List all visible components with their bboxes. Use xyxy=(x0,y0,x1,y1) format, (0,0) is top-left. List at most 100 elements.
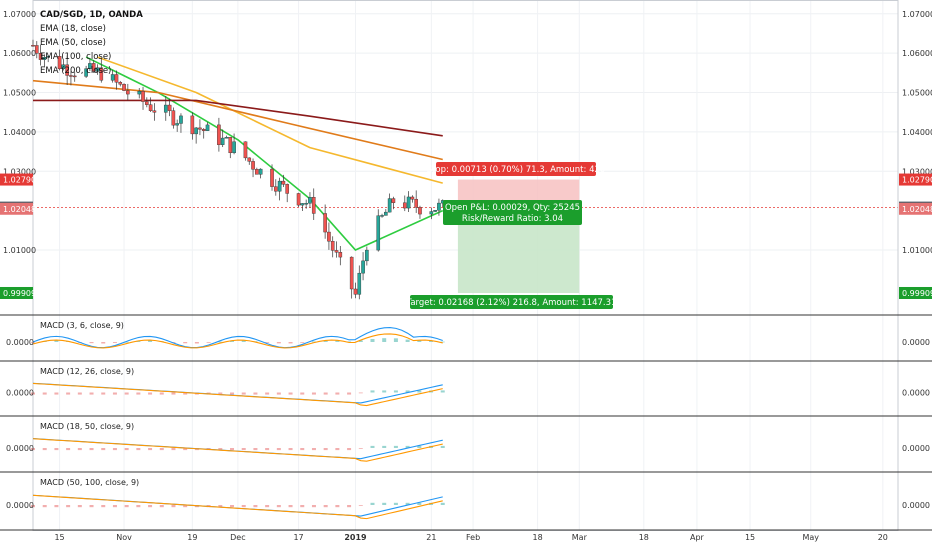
macd-3-hist-62 xyxy=(393,502,398,505)
candle-body-68 xyxy=(387,198,392,213)
candle-body-57 xyxy=(330,241,335,251)
macd-0-hist-28 xyxy=(194,342,199,344)
candle-body-31 xyxy=(194,127,198,135)
macd-2-hist-14 xyxy=(112,448,117,451)
candle-body-30 xyxy=(190,115,195,135)
candle-body-13 xyxy=(95,67,100,72)
price-tick-left-0: 1.07000 xyxy=(3,10,36,19)
macd-1-hist-6 xyxy=(66,392,71,395)
macd-0-hist-64 xyxy=(405,339,410,342)
macd-2-hist-2 xyxy=(42,448,47,451)
candle-body-18 xyxy=(122,83,126,91)
candle-body-41 xyxy=(247,157,252,162)
candle-body-47 xyxy=(277,180,282,192)
candle-body-4 xyxy=(46,56,50,58)
macd-2-hist-64 xyxy=(405,445,410,448)
macd-3-hist-46 xyxy=(300,505,305,508)
candle-body-3 xyxy=(42,56,47,60)
macd-1-hist-18 xyxy=(136,392,141,395)
price-tick-left-1: 1.06000 xyxy=(3,49,36,58)
macd-2-zero-right: 0.0000 xyxy=(902,444,930,453)
time-tick-0: 15 xyxy=(54,533,64,542)
macd-1-zero-left: 0.0000 xyxy=(6,389,34,398)
macd-1-label: MACD (12, 26, close, 9) xyxy=(40,367,134,376)
ema-lines xyxy=(32,56,444,251)
candle-body-59 xyxy=(338,252,343,258)
macd-1-hist-52 xyxy=(335,392,340,395)
macd-0-hist-52 xyxy=(335,340,340,342)
price-tag-left-0-text: 1.02790 xyxy=(3,176,36,185)
target-label: Target: 0.02168 (2.12%) 216.8, Amount: 1… xyxy=(406,295,616,309)
macd-2-hist-40 xyxy=(265,448,270,451)
macd-3-hist-20 xyxy=(148,505,153,508)
candlesticks xyxy=(31,39,445,300)
price-tag-right-0-bg xyxy=(899,173,932,186)
macd-2-hist-66 xyxy=(417,445,422,448)
macd-2-hist-32 xyxy=(218,448,223,451)
time-tick-12: 15 xyxy=(745,533,755,542)
macd-2-hist-58 xyxy=(370,445,375,448)
macd-2-hist-18 xyxy=(136,448,141,451)
macd-1-hist-0 xyxy=(31,392,35,395)
candle-body-55 xyxy=(323,213,327,233)
macd-1-hist-48 xyxy=(311,392,316,395)
macd-3-hist-2 xyxy=(42,505,47,508)
macd-3-hist-50 xyxy=(323,505,328,508)
price-tag-right-3-text: 0.99909 xyxy=(902,289,932,298)
candle-body-28 xyxy=(175,123,179,126)
price-tick-right-0: 1.07000 xyxy=(902,10,932,19)
macd-3-hist-56 xyxy=(358,505,363,506)
candle-body-40 xyxy=(243,141,248,159)
macd-1-hist-38 xyxy=(253,392,258,395)
macd-0-hist-44 xyxy=(288,342,293,344)
macd-1-hist-34 xyxy=(230,392,235,395)
macd-3-hist-8 xyxy=(77,505,82,508)
candle-body-44 xyxy=(258,168,263,175)
macd-1-hist-66 xyxy=(417,390,422,393)
price-tag-right-3-bg xyxy=(899,286,932,299)
macd-1-hist-60 xyxy=(382,390,387,393)
candle-body-22 xyxy=(145,101,149,105)
macd-2-hist-6 xyxy=(66,448,71,451)
candle-body-62 xyxy=(357,272,362,295)
macd-0-hist-42 xyxy=(276,342,281,344)
macd-1-hist-22 xyxy=(159,392,164,395)
macd-0-hist-14 xyxy=(112,342,117,343)
macd-0-hist-30 xyxy=(206,342,211,343)
candle-body-16 xyxy=(114,74,119,83)
candle-body-2 xyxy=(38,53,43,60)
price-tick-right-2: 1.05000 xyxy=(902,89,932,98)
candle-body-1 xyxy=(34,45,39,54)
macd-1-hist-24 xyxy=(171,392,176,395)
macd-2-hist-48 xyxy=(311,448,316,451)
candle-body-58 xyxy=(334,250,339,253)
macd-2-hist-0 xyxy=(31,448,35,451)
macd-0-hist-16 xyxy=(124,341,129,343)
macd-0-hist-0 xyxy=(31,342,35,343)
macd-0-hist-48 xyxy=(311,341,316,343)
price-tag-left-3-bg xyxy=(0,286,33,299)
macd-2-hist-10 xyxy=(89,448,94,451)
macd-1-hist-36 xyxy=(241,392,246,395)
macd-1-hist-16 xyxy=(124,392,129,395)
position-zones[interactable] xyxy=(457,179,580,293)
candle-body-35 xyxy=(217,124,221,145)
time-tick-7: Feb xyxy=(466,533,480,542)
price-tag-right-2-bg xyxy=(899,202,932,215)
candle-body-60 xyxy=(349,256,354,290)
macd-0-hist-20 xyxy=(148,340,153,342)
macd-3-hist-70 xyxy=(440,502,445,505)
ema-line-3 xyxy=(33,99,443,137)
candle-body-10 xyxy=(84,68,88,77)
candle-body-51 xyxy=(300,203,305,206)
macd-0-hist-60 xyxy=(382,338,387,342)
macd-1-hist-4 xyxy=(54,392,59,395)
indicator-label-1: EMA (50, close) xyxy=(40,38,106,48)
price-tag-left-2-text: 1.02048 xyxy=(3,205,36,214)
candle-body-53 xyxy=(308,197,312,204)
price-tag-right-2-text: 1.02048 xyxy=(902,205,932,214)
candle-body-77 xyxy=(437,202,441,211)
macd-3-hist-54 xyxy=(347,505,352,508)
price-tick-left-5: 1.01000 xyxy=(3,246,36,255)
